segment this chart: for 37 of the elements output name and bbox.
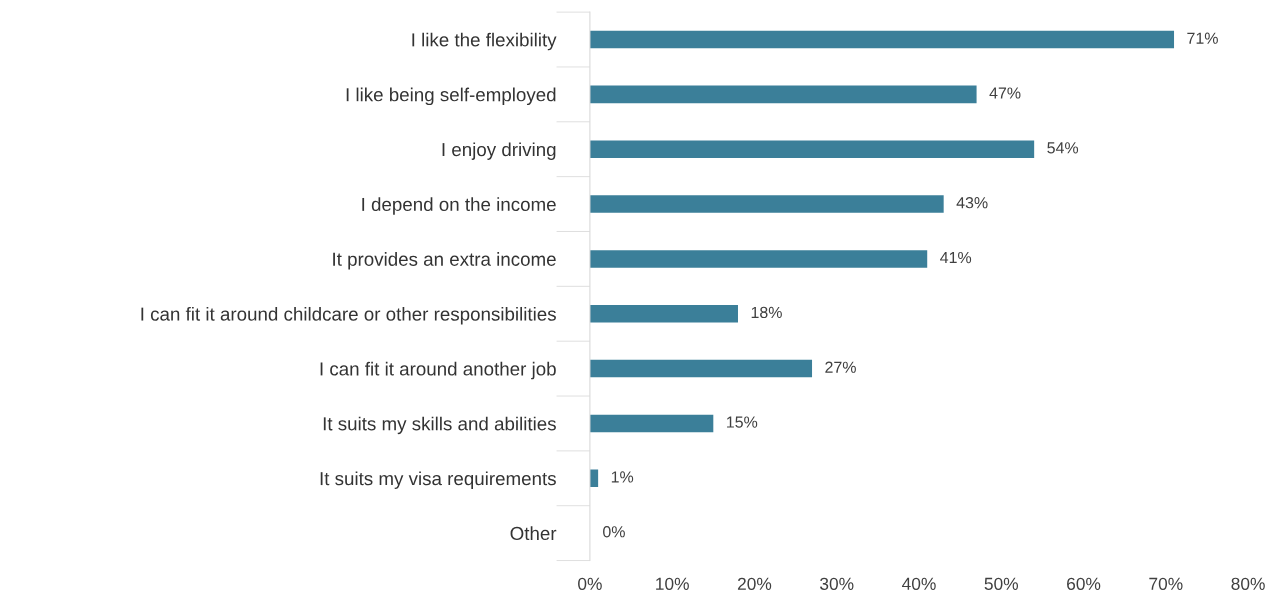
bar: [589, 140, 1035, 158]
y-tick-label: I can fit it around childcare or other responsibilities: [141, 306, 556, 325]
data-label: 43%: [956, 197, 988, 209]
data-label: 54%: [1047, 142, 1079, 154]
x-tick-label: 10%: [656, 577, 689, 590]
bar: [589, 30, 1175, 49]
y-tick-label: I like the flexibility: [412, 32, 557, 51]
x-tick-label: 20%: [737, 577, 772, 590]
data-label: 15%: [727, 416, 758, 428]
bar: [589, 85, 977, 104]
data-label: 71%: [1187, 32, 1218, 44]
bar: [589, 359, 813, 378]
y-tick-label: Other: [510, 526, 557, 541]
y-tick-label: It suits my visa requirements: [320, 471, 556, 489]
data-label: 47%: [989, 87, 1021, 99]
bar: [589, 195, 944, 213]
y-tick-label: It suits my skills and abilities: [323, 416, 556, 435]
data-label: 0%: [603, 526, 625, 538]
data-label: 1%: [611, 471, 634, 483]
x-tick-label: 70%: [1149, 577, 1183, 590]
bar: [589, 250, 928, 268]
x-tick-label: 40%: [902, 577, 936, 590]
y-tick-label: I can fit it around another job: [320, 361, 556, 380]
y-tick-label: I enjoy driving: [442, 142, 556, 160]
x-tick-label: 80%: [1231, 577, 1265, 590]
y-tick-label: I depend on the income: [362, 197, 556, 215]
x-tick-label: 0%: [578, 577, 602, 590]
x-tick-label: 50%: [984, 577, 1019, 590]
x-tick-label: 30%: [820, 577, 854, 590]
bar: [589, 304, 738, 323]
bar: [589, 414, 714, 433]
data-label: 41%: [940, 251, 972, 264]
y-tick-label: It provides an extra income: [333, 252, 556, 270]
data-label: 18%: [751, 306, 782, 319]
x-tick-label: 60%: [1067, 577, 1101, 590]
y-tick-label: I like being self-employed: [346, 87, 556, 106]
data-label: 27%: [825, 361, 856, 373]
